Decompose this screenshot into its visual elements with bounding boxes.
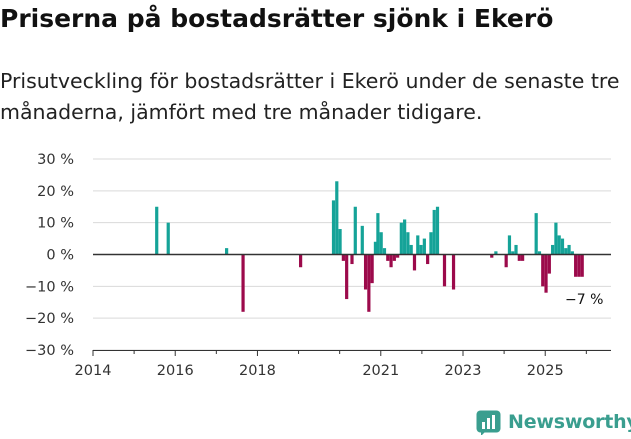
bar-negative bbox=[490, 254, 494, 258]
bar-positive bbox=[511, 251, 515, 255]
bar-positive bbox=[379, 232, 383, 255]
bar-negative bbox=[574, 254, 578, 277]
bar-positive bbox=[557, 235, 561, 255]
x-tick-label: 2014 bbox=[75, 363, 112, 379]
bar-positive bbox=[376, 213, 380, 255]
bar-negative bbox=[412, 254, 417, 271]
bar-negative bbox=[386, 254, 390, 261]
bar-negative bbox=[504, 254, 508, 268]
newsworthy-wordmark: Newsworthy bbox=[508, 411, 631, 433]
bar-positive bbox=[382, 248, 387, 255]
bar-positive bbox=[403, 219, 407, 255]
bar-positive bbox=[416, 235, 420, 255]
y-tick-label: 20 % bbox=[37, 184, 74, 200]
y-axis-ticks: 30 % 20 % 10 % 0 % −10 % −20 % −30 % bbox=[25, 152, 74, 359]
bar-positive bbox=[399, 222, 403, 255]
y-tick-label: −20 % bbox=[25, 311, 74, 327]
bar-positive bbox=[551, 244, 555, 255]
bar-positive bbox=[537, 251, 542, 255]
bar-positive bbox=[166, 222, 170, 255]
y-tick-label: 10 % bbox=[37, 216, 74, 232]
x-tick-label: 2016 bbox=[157, 363, 194, 379]
bar-negative bbox=[426, 254, 430, 265]
bar-chart: 30 %20 %10 %0 %−10 %−20 %−30 % 2014 2016 2… bbox=[25, 152, 611, 379]
x-axis-ticks: 2014 2016 2018 2021 2023 2025 bbox=[75, 350, 587, 379]
bar-positive bbox=[429, 232, 433, 255]
bar-negative bbox=[544, 254, 548, 293]
bar-negative bbox=[521, 254, 525, 261]
annotations: −7 % bbox=[565, 292, 603, 308]
bar-negative bbox=[547, 254, 551, 274]
bar-positive bbox=[225, 248, 229, 255]
bar-positive bbox=[338, 229, 342, 255]
y-tick-label: −10 % bbox=[25, 279, 74, 295]
bar-negative bbox=[299, 254, 303, 268]
bar-negative bbox=[541, 254, 545, 287]
latest-value-label: −7 % bbox=[565, 292, 603, 308]
newsworthy-logo: Newsworthy bbox=[476, 407, 631, 437]
bar-negative bbox=[341, 254, 345, 261]
bar-negative bbox=[392, 254, 396, 261]
bar-negative bbox=[350, 254, 354, 265]
x-tick-label: 2025 bbox=[527, 363, 564, 379]
bar-negative bbox=[241, 254, 245, 312]
bar-positive bbox=[409, 244, 413, 255]
bar-positive bbox=[335, 181, 339, 255]
bar-positive bbox=[422, 238, 426, 255]
bar-positive bbox=[331, 200, 336, 255]
bars bbox=[155, 181, 584, 312]
bar-negative bbox=[442, 254, 447, 287]
axes bbox=[93, 253, 611, 351]
bar-positive bbox=[419, 244, 423, 255]
bar-positive bbox=[432, 209, 436, 255]
bar-positive bbox=[514, 244, 518, 255]
newsworthy-chart-icon bbox=[476, 410, 501, 435]
y-tick-label: 30 % bbox=[37, 152, 74, 168]
bar-positive bbox=[360, 225, 364, 255]
bar-positive bbox=[570, 251, 574, 255]
bar-positive bbox=[507, 235, 512, 255]
x-tick-label: 2023 bbox=[445, 363, 482, 379]
chart-subtitle: Prisutveckling för bostadsrätter i Ekerö… bbox=[0, 69, 620, 124]
bar-positive bbox=[554, 222, 558, 255]
bar-positive bbox=[534, 213, 538, 255]
bar-positive bbox=[494, 251, 498, 255]
bar-negative bbox=[577, 254, 581, 277]
bar-negative bbox=[370, 254, 374, 284]
bar-negative bbox=[517, 254, 521, 261]
bar-positive bbox=[564, 248, 568, 255]
bar-positive bbox=[560, 238, 565, 255]
bar-positive bbox=[353, 206, 357, 255]
x-tick-label: 2018 bbox=[239, 363, 276, 379]
bar-negative bbox=[396, 254, 400, 258]
bar-positive bbox=[373, 241, 378, 255]
bar-negative bbox=[363, 254, 368, 290]
bar-negative bbox=[580, 254, 584, 277]
bar-negative bbox=[389, 254, 393, 268]
y-tick-label: −30 % bbox=[25, 343, 74, 359]
y-tick-label: 0 % bbox=[46, 248, 74, 264]
bar-positive bbox=[155, 206, 159, 255]
bar-negative bbox=[451, 254, 456, 290]
bar-positive bbox=[435, 206, 440, 255]
bar-negative bbox=[345, 254, 349, 300]
x-tick-label: 2021 bbox=[362, 363, 399, 379]
bar-negative bbox=[367, 254, 371, 312]
bar-positive bbox=[567, 244, 571, 255]
chart-title: Priserna på bostadsrätter sjönk i Ekerö bbox=[0, 4, 554, 33]
bar-positive bbox=[406, 232, 410, 255]
